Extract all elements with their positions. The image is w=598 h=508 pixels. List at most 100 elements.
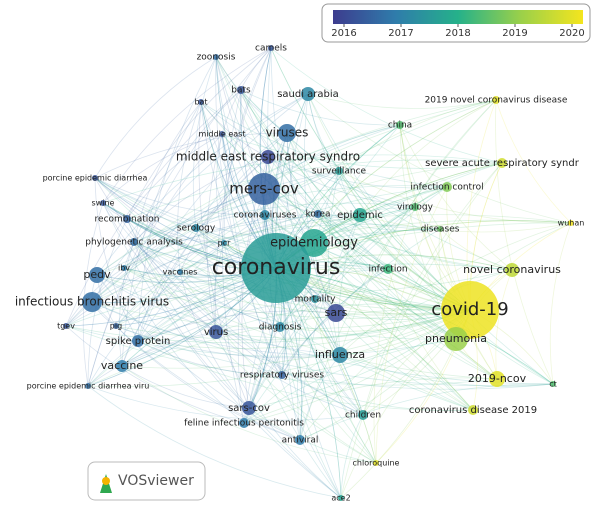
edge xyxy=(126,47,272,220)
edge xyxy=(299,354,341,441)
edge xyxy=(91,301,341,356)
node xyxy=(278,124,296,142)
node xyxy=(497,158,507,168)
edge xyxy=(317,124,401,215)
edge xyxy=(94,177,283,376)
node-label: 2019 novel coronavirus disease xyxy=(425,96,568,106)
edge xyxy=(133,241,377,464)
edge xyxy=(65,325,498,386)
nodes xyxy=(63,45,574,501)
edge xyxy=(121,298,316,367)
edge xyxy=(96,274,471,319)
edge xyxy=(65,325,245,424)
edge xyxy=(339,222,572,356)
edge xyxy=(439,228,513,271)
edge xyxy=(215,331,342,499)
edge xyxy=(94,177,139,342)
node xyxy=(221,240,227,246)
node xyxy=(444,327,468,351)
edge xyxy=(123,224,441,269)
edge xyxy=(65,124,401,327)
edge xyxy=(248,407,377,464)
edge xyxy=(126,159,503,220)
node-label: antiviral xyxy=(282,436,319,446)
edge xyxy=(87,133,223,387)
edge xyxy=(91,301,554,387)
edge xyxy=(137,340,474,411)
edge xyxy=(115,99,497,327)
node xyxy=(198,99,204,105)
edge xyxy=(91,99,497,303)
edge xyxy=(237,188,265,424)
edge xyxy=(115,222,572,327)
edge xyxy=(215,56,471,311)
edge xyxy=(94,177,474,411)
node-label: sars xyxy=(325,306,348,319)
edge xyxy=(121,156,269,367)
edge xyxy=(243,309,471,424)
edge xyxy=(286,132,474,411)
node-label: middle east xyxy=(199,130,246,139)
edge xyxy=(215,162,503,333)
edge xyxy=(335,312,474,411)
edge xyxy=(137,214,266,342)
edge xyxy=(216,133,225,244)
edge xyxy=(96,214,361,276)
edge xyxy=(123,267,513,293)
node xyxy=(237,86,245,94)
edge xyxy=(102,133,223,204)
logo: VOSviewer xyxy=(87,461,206,501)
node-label: ace2 xyxy=(331,494,350,503)
edge xyxy=(338,170,572,224)
node xyxy=(113,323,119,329)
edge xyxy=(223,242,364,416)
edge xyxy=(263,188,441,230)
edge xyxy=(179,271,281,328)
node xyxy=(437,226,443,232)
edge xyxy=(248,206,416,409)
edge xyxy=(215,309,471,339)
edge xyxy=(215,303,471,333)
node xyxy=(295,435,305,445)
edge xyxy=(362,162,503,416)
edge xyxy=(121,326,281,367)
node-label: vaccine xyxy=(101,359,143,372)
edge xyxy=(314,186,448,300)
node xyxy=(248,173,280,205)
edge xyxy=(115,93,309,327)
edge xyxy=(137,310,337,342)
node xyxy=(505,263,519,277)
node-label: coronavirus xyxy=(212,255,341,280)
edge xyxy=(94,177,197,229)
node-label: novel coronavirus xyxy=(463,263,561,276)
edge xyxy=(102,47,272,204)
node-label: pneumonia xyxy=(425,332,487,345)
edge xyxy=(96,274,554,385)
edge xyxy=(200,101,471,311)
edge xyxy=(94,177,389,270)
node-label: ct xyxy=(549,380,557,389)
node-label: pedv xyxy=(83,268,111,281)
edge xyxy=(87,309,471,388)
node xyxy=(132,335,144,347)
edge xyxy=(123,267,498,380)
edge xyxy=(317,213,457,340)
edge xyxy=(299,222,572,441)
edge xyxy=(275,267,554,385)
edge xyxy=(221,133,503,169)
edge xyxy=(121,309,471,369)
edge xyxy=(267,156,471,311)
edge xyxy=(133,241,181,273)
node-label: porcine epidemic diarrhea viru xyxy=(27,382,150,391)
edge xyxy=(179,186,448,273)
node xyxy=(192,224,200,232)
node-label: epidemic xyxy=(337,210,383,221)
node xyxy=(260,210,270,220)
edge xyxy=(215,56,283,376)
node xyxy=(123,215,131,223)
logo-text: VOSviewer xyxy=(118,473,194,489)
legend-tick-label: 2016 xyxy=(331,28,356,39)
node-label: diseases xyxy=(421,225,460,235)
edge xyxy=(65,309,471,344)
